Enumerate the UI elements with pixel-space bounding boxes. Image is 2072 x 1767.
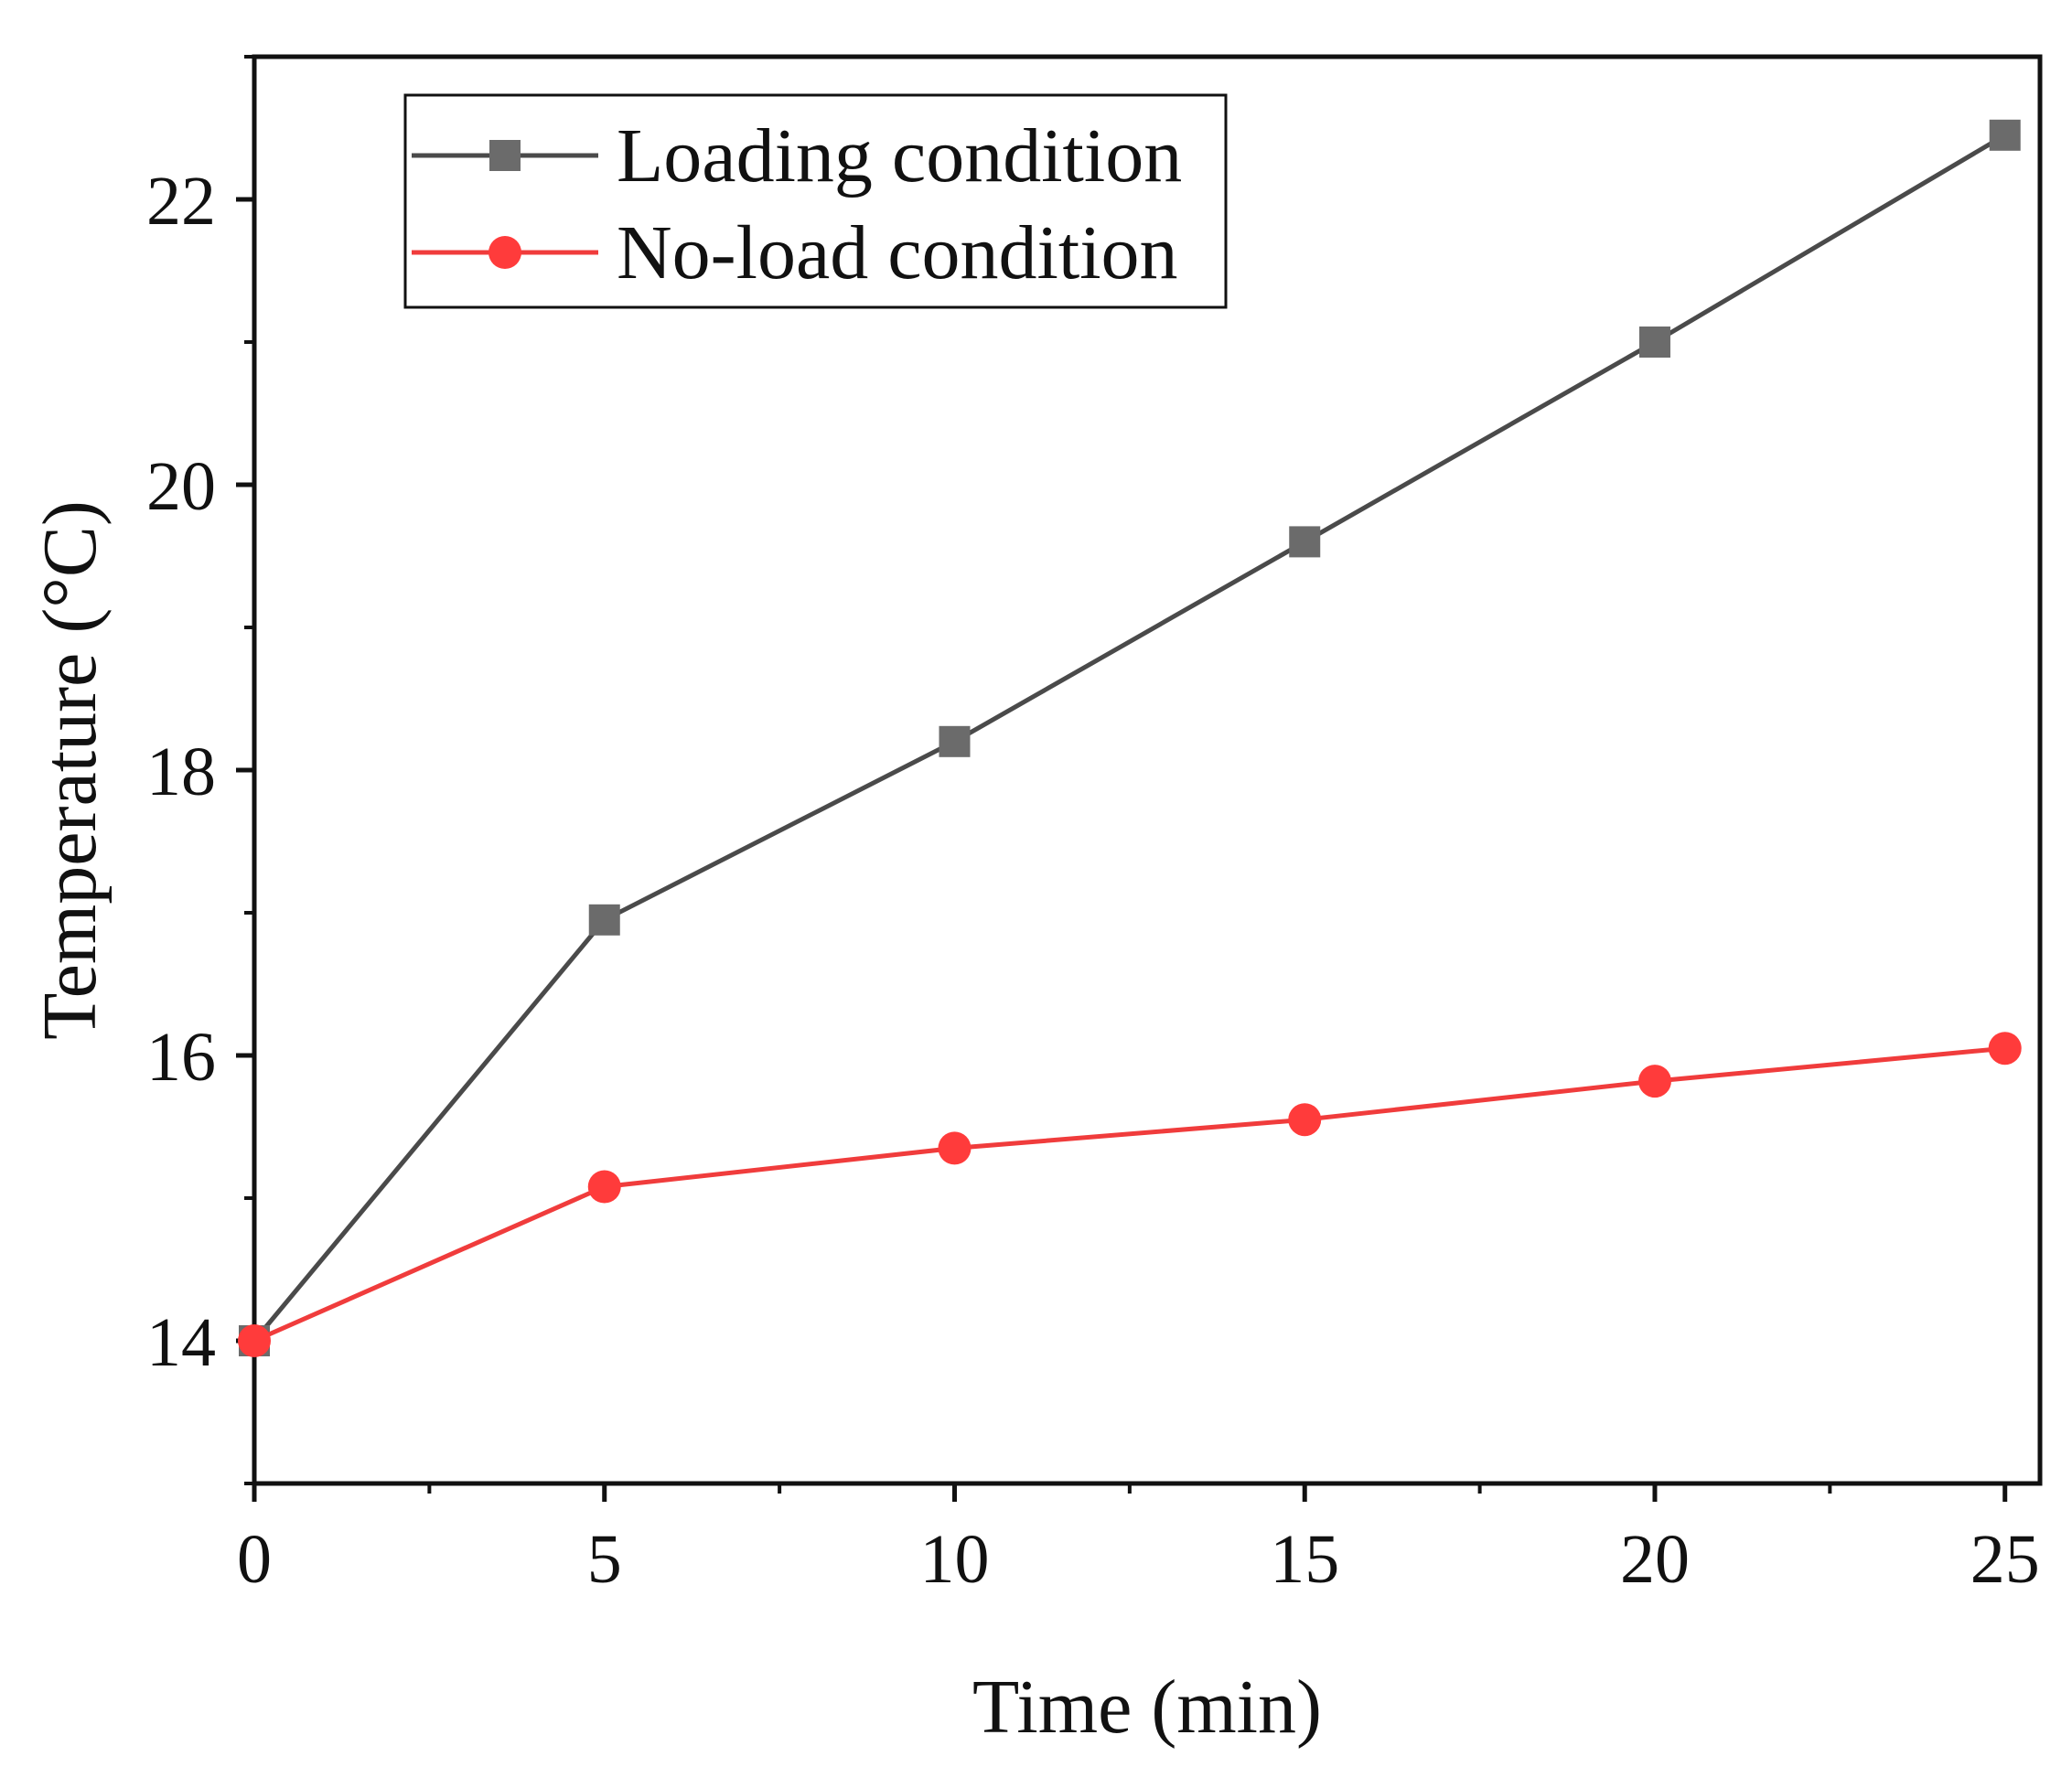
series <box>238 119 2022 1357</box>
data-point-loading-condition <box>588 904 620 936</box>
y-tick-label: 16 <box>146 1019 216 1096</box>
legend-marker <box>489 140 521 171</box>
legend-label: Loading condition <box>617 113 1182 198</box>
x-tick-label: 0 <box>237 1521 272 1598</box>
series-line-no-load-condition <box>252 1045 2005 1344</box>
legend-marker <box>488 236 521 269</box>
y-tick-label: 14 <box>146 1304 216 1381</box>
data-point-loading-condition <box>1989 119 2021 151</box>
data-point-no-load-condition <box>238 1324 271 1357</box>
x-tick-label: 15 <box>1270 1521 1339 1598</box>
x-tick-label: 5 <box>587 1521 622 1598</box>
legend: Loading condition No-load condition <box>403 93 1228 309</box>
series-no-load-condition <box>238 1032 2022 1357</box>
ticks: 0 5 10 15 20 25 14 16 18 20 22 <box>146 55 2040 1598</box>
y-tick-label: 20 <box>146 448 216 525</box>
x-tick-label: 20 <box>1620 1521 1690 1598</box>
x-tick-label: 10 <box>919 1521 989 1598</box>
data-point-loading-condition <box>939 725 971 757</box>
legend-item-loading-condition: Loading condition <box>412 113 1182 198</box>
x-axis-title: Time (min) <box>972 1665 1322 1750</box>
data-point-no-load-condition <box>1288 1103 1322 1137</box>
y-tick-label: 18 <box>146 734 216 810</box>
data-point-no-load-condition <box>587 1170 621 1204</box>
y-axis-title: Temperature (°C) <box>27 500 113 1040</box>
data-point-no-load-condition <box>1637 1065 1671 1098</box>
legend-box <box>403 93 1228 309</box>
data-point-no-load-condition <box>938 1131 972 1165</box>
series-line-loading-condition <box>252 133 2006 1343</box>
y-tick-label: 22 <box>146 163 216 240</box>
data-point-no-load-condition <box>1988 1032 2022 1066</box>
x-tick-label: 25 <box>1970 1521 2040 1598</box>
data-point-loading-condition <box>1638 327 1670 358</box>
legend-label: No-load condition <box>617 210 1178 295</box>
data-point-loading-condition <box>1289 526 1321 558</box>
legend-item-no-load-condition: No-load condition <box>412 210 1178 295</box>
